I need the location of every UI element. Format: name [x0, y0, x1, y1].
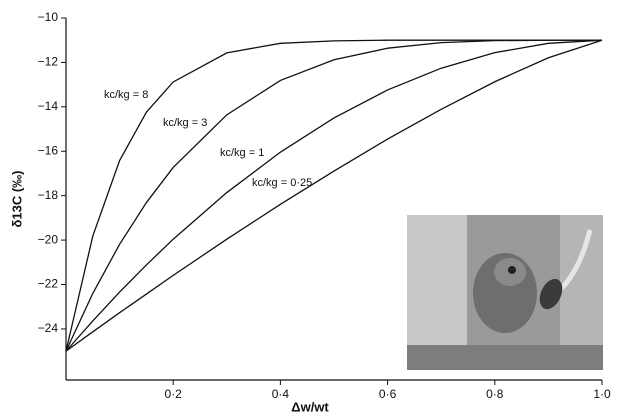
- y-tick-label: −22: [38, 277, 59, 291]
- y-tick-label: −16: [38, 143, 59, 157]
- curve: [65, 39, 603, 352]
- curve: [65, 39, 603, 352]
- x-tick-label: 1·0: [593, 387, 611, 401]
- y-tick-label: −18: [38, 188, 59, 202]
- x-tick-label: 0·6: [379, 387, 397, 401]
- curve-label: kc/kg = 3: [163, 117, 207, 129]
- y-tick-label: −14: [38, 99, 59, 113]
- photo-inset: [407, 215, 603, 370]
- x-axis-label: Δw/wt: [291, 399, 329, 414]
- curve: [65, 39, 602, 352]
- curve-label: kc/kg = 1: [220, 147, 264, 159]
- curve-label: kc/kg = 8: [104, 89, 148, 101]
- x-tick-label: 0·2: [165, 387, 183, 401]
- x-tick-label: 0·4: [272, 387, 290, 401]
- x-tick-label: 0·8: [486, 387, 504, 401]
- y-tick-label: −24: [38, 321, 59, 335]
- y-tick-label: −20: [38, 232, 59, 246]
- y-tick-label: −12: [38, 55, 59, 69]
- curve-label: kc/kg = 0·25: [252, 177, 312, 189]
- y-axis-label: δ13C (‰): [9, 170, 24, 227]
- y-tick-label: −10: [38, 10, 59, 24]
